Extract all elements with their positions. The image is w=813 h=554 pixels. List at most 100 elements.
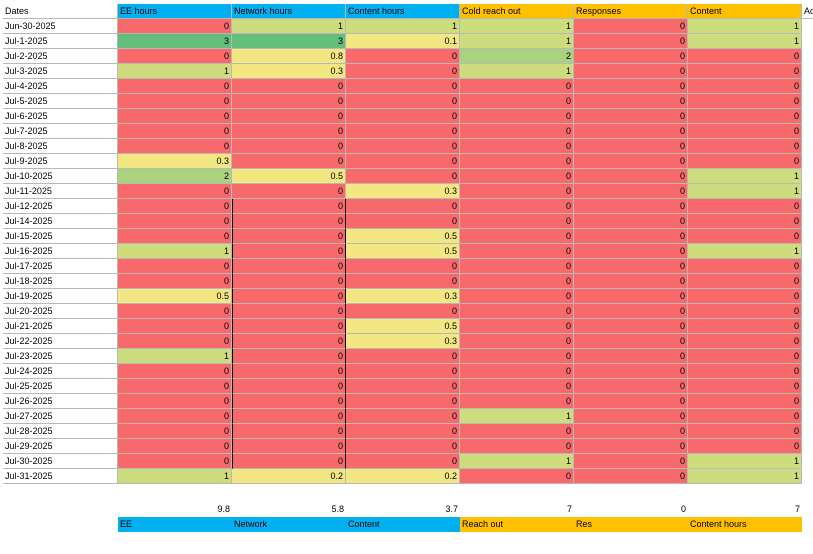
network-hours-cell[interactable]: 0 [232, 394, 346, 409]
header-content-hours[interactable]: Content hours [346, 4, 460, 19]
responses-cell[interactable]: 0 [574, 124, 688, 139]
content-cell[interactable]: 0 [688, 259, 802, 274]
network-hours-cell[interactable]: 0 [232, 109, 346, 124]
content-cell[interactable]: 0 [688, 214, 802, 229]
content-cell[interactable]: 0 [688, 319, 802, 334]
cold-reach-out-cell[interactable]: 0 [460, 334, 574, 349]
content-hours-cell[interactable]: 0.1 [346, 34, 460, 49]
cold-reach-out-cell[interactable]: 0 [460, 139, 574, 154]
content-cell[interactable]: 1 [688, 244, 802, 259]
responses-cell[interactable]: 0 [574, 379, 688, 394]
content-cell[interactable]: 0 [688, 274, 802, 289]
cold-reach-out-cell[interactable]: 0 [460, 469, 574, 484]
cold-reach-out-cell[interactable]: 0 [460, 364, 574, 379]
network-hours-cell[interactable]: 0 [232, 214, 346, 229]
responses-cell[interactable]: 0 [574, 334, 688, 349]
footer-content[interactable]: Content [346, 517, 460, 532]
content-hours-cell[interactable]: 0.3 [346, 334, 460, 349]
content-cell[interactable]: 0 [688, 439, 802, 454]
network-hours-cell[interactable]: 0 [232, 154, 346, 169]
network-hours-cell[interactable]: 0 [232, 184, 346, 199]
content-hours-cell[interactable]: 0 [346, 154, 460, 169]
network-hours-cell[interactable]: 0 [232, 409, 346, 424]
ee-hours-cell[interactable]: 1 [118, 349, 232, 364]
date-cell[interactable]: Jul-8-2025 [3, 139, 118, 154]
network-hours-cell[interactable]: 0 [232, 349, 346, 364]
content-cell[interactable]: 1 [688, 34, 802, 49]
date-cell[interactable]: Jul-5-2025 [3, 94, 118, 109]
network-hours-cell[interactable]: 0 [232, 94, 346, 109]
responses-cell[interactable]: 0 [574, 364, 688, 379]
cold-reach-out-cell[interactable]: 1 [460, 34, 574, 49]
ee-hours-cell[interactable]: 0 [118, 379, 232, 394]
total-cold-reach-out[interactable]: 7 [566, 504, 572, 514]
ee-hours-cell[interactable]: 0 [118, 214, 232, 229]
date-cell[interactable]: Jul-3-2025 [3, 64, 118, 79]
total-network[interactable]: 5.8 [331, 504, 344, 514]
responses-cell[interactable]: 0 [574, 64, 688, 79]
network-hours-cell[interactable]: 0 [232, 79, 346, 94]
content-hours-cell[interactable]: 0 [346, 274, 460, 289]
network-hours-cell[interactable]: 0 [232, 124, 346, 139]
date-cell[interactable]: Jul-25-2025 [3, 379, 118, 394]
content-hours-cell[interactable]: 0 [346, 94, 460, 109]
content-cell[interactable]: 0 [688, 124, 802, 139]
content-cell[interactable]: 0 [688, 364, 802, 379]
ee-hours-cell[interactable]: 0 [118, 199, 232, 214]
content-hours-cell[interactable]: 0 [346, 169, 460, 184]
network-hours-cell[interactable]: 0 [232, 364, 346, 379]
content-cell[interactable]: 0 [688, 109, 802, 124]
cold-reach-out-cell[interactable]: 0 [460, 94, 574, 109]
content-hours-cell[interactable]: 0 [346, 259, 460, 274]
ee-hours-cell[interactable]: 0 [118, 409, 232, 424]
date-cell[interactable]: Jul-31-2025 [3, 469, 118, 484]
cold-reach-out-cell[interactable]: 1 [460, 454, 574, 469]
cold-reach-out-cell[interactable]: 1 [460, 64, 574, 79]
cold-reach-out-cell[interactable]: 0 [460, 349, 574, 364]
ee-hours-cell[interactable]: 1 [118, 244, 232, 259]
cold-reach-out-cell[interactable]: 0 [460, 199, 574, 214]
content-cell[interactable]: 1 [688, 454, 802, 469]
content-cell[interactable]: 0 [688, 409, 802, 424]
ee-hours-cell[interactable]: 0 [118, 394, 232, 409]
ee-hours-cell[interactable]: 0 [118, 304, 232, 319]
ee-hours-cell[interactable]: 0 [118, 229, 232, 244]
network-hours-cell[interactable]: 0 [232, 289, 346, 304]
content-hours-cell[interactable]: 0.5 [346, 319, 460, 334]
content-cell[interactable]: 0 [688, 349, 802, 364]
cold-reach-out-cell[interactable]: 2 [460, 49, 574, 64]
content-cell[interactable]: 0 [688, 289, 802, 304]
header-dates[interactable]: Dates [3, 4, 118, 19]
content-hours-cell[interactable]: 0 [346, 349, 460, 364]
ee-hours-cell[interactable]: 3 [118, 34, 232, 49]
ee-hours-cell[interactable]: 0 [118, 94, 232, 109]
network-hours-cell[interactable]: 0 [232, 439, 346, 454]
content-cell[interactable]: 0 [688, 424, 802, 439]
network-hours-cell[interactable]: 0 [232, 454, 346, 469]
network-hours-cell[interactable]: 0 [232, 379, 346, 394]
content-cell[interactable]: 0 [688, 394, 802, 409]
ee-hours-cell[interactable]: 0 [118, 124, 232, 139]
responses-cell[interactable]: 0 [574, 184, 688, 199]
cold-reach-out-cell[interactable]: 0 [460, 304, 574, 319]
totals-label-cell[interactable] [3, 502, 118, 517]
network-hours-cell[interactable]: 1 [232, 19, 346, 34]
cold-reach-out-cell[interactable]: 1 [460, 409, 574, 424]
cold-reach-out-cell[interactable]: 0 [460, 109, 574, 124]
ee-hours-cell[interactable]: 0 [118, 49, 232, 64]
footer-network[interactable]: Network [232, 517, 346, 532]
date-cell[interactable]: Jul-12-2025 [3, 199, 118, 214]
responses-cell[interactable]: 0 [574, 454, 688, 469]
cold-reach-out-cell[interactable]: 0 [460, 424, 574, 439]
content-cell[interactable]: 1 [688, 184, 802, 199]
content-hours-cell[interactable]: 0 [346, 379, 460, 394]
date-cell[interactable]: Jul-22-2025 [3, 334, 118, 349]
content-cell[interactable]: 0 [688, 304, 802, 319]
date-cell[interactable]: Jul-26-2025 [3, 394, 118, 409]
responses-cell[interactable]: 0 [574, 214, 688, 229]
content-hours-cell[interactable]: 0.3 [346, 184, 460, 199]
footer-ee[interactable]: EE [118, 517, 232, 532]
ee-hours-cell[interactable]: 0.5 [118, 289, 232, 304]
total-content[interactable]: 7 [794, 504, 800, 514]
responses-cell[interactable]: 0 [574, 274, 688, 289]
